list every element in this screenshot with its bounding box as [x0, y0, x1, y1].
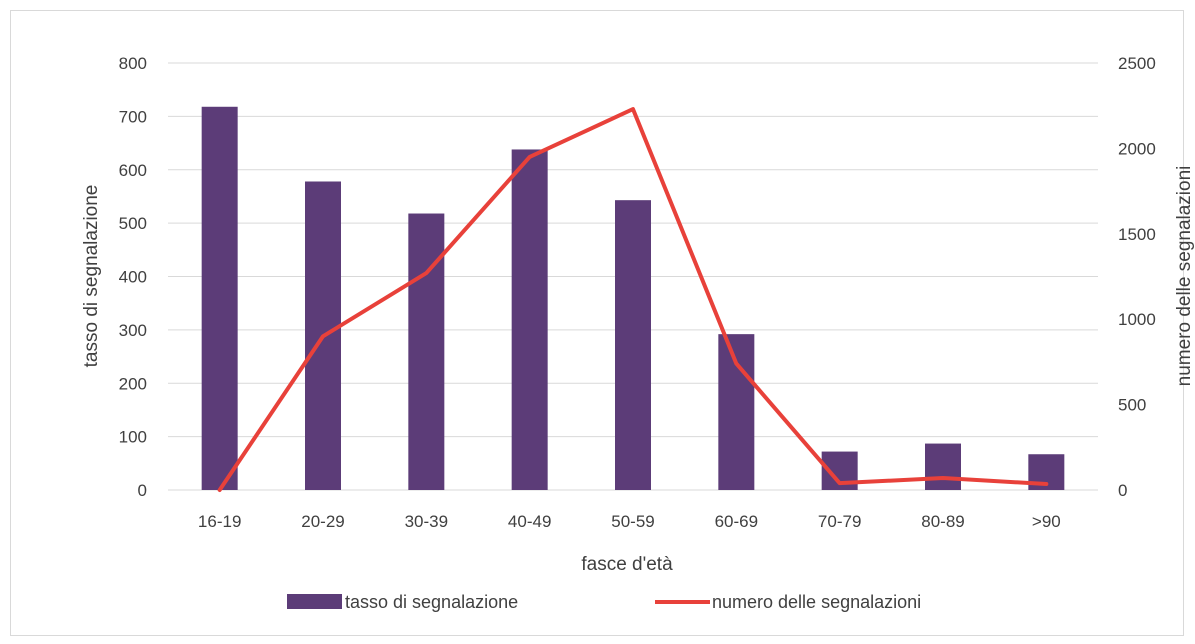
y-tick-label: 200	[119, 374, 147, 393]
x-tick-label: 60-69	[715, 512, 758, 531]
bar	[615, 200, 651, 490]
legend-bar-label: tasso di segnalazione	[345, 592, 518, 612]
x-tick-label: 70-79	[818, 512, 861, 531]
x-tick-label: 40-49	[508, 512, 551, 531]
y2-tick-label: 2000	[1118, 139, 1156, 158]
y2-tick-label: 500	[1118, 396, 1146, 415]
x-tick-label: 16-19	[198, 512, 241, 531]
x-tick-label: 50-59	[611, 512, 654, 531]
bar-series	[201, 106, 1065, 490]
axis-ticks: 0 100 200 300 400 500 600 700 800 0 500 1000 1500 200…	[119, 54, 1156, 531]
y-tick-label: 600	[119, 161, 147, 180]
y-tick-label: 0	[138, 481, 147, 500]
legend: tasso di segnalazione numero delle segna…	[287, 592, 921, 612]
line-series	[217, 107, 1049, 492]
y2-tick-label: 2500	[1118, 54, 1156, 73]
y-tick-label: 100	[119, 428, 147, 447]
y2-tick-label: 1000	[1118, 310, 1156, 329]
bar	[718, 334, 755, 490]
y-tick-label: 300	[119, 321, 147, 340]
y2-tick-label: 0	[1118, 481, 1127, 500]
x-tick-label: 30-39	[405, 512, 448, 531]
x-tick-label: 20-29	[301, 512, 344, 531]
bar	[925, 443, 961, 490]
bar	[511, 149, 548, 490]
x-tick-label: 80-89	[921, 512, 964, 531]
legend-line-label: numero delle segnalazioni	[712, 592, 921, 612]
x-axis-label: fasce d'età	[581, 554, 673, 575]
y2-tick-label: 1500	[1118, 225, 1156, 244]
y-tick-label: 800	[119, 54, 147, 73]
x-tick-label: >90	[1032, 512, 1061, 531]
bar	[408, 213, 445, 490]
legend-bar-swatch	[287, 594, 342, 609]
y-tick-label: 400	[119, 268, 147, 287]
y2-axis-label: numero delle segnalazioni	[1174, 166, 1195, 387]
y-tick-label: 500	[119, 214, 147, 233]
y-tick-label: 700	[119, 107, 147, 126]
bar	[201, 106, 238, 490]
y-axis-label: tasso di segnalazione	[81, 185, 102, 368]
